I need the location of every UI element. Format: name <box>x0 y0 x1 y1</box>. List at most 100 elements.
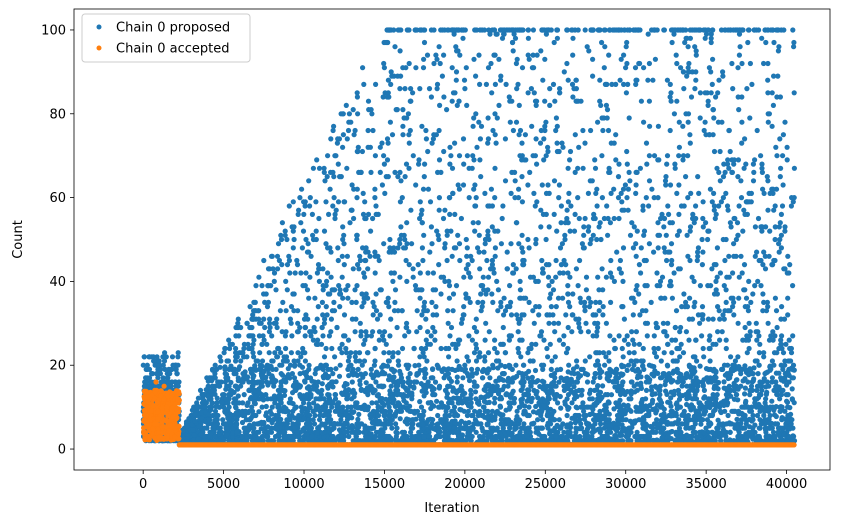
proposed-point <box>175 354 181 360</box>
proposed-point <box>547 312 553 318</box>
proposed-point <box>623 44 629 50</box>
proposed-point <box>398 73 404 79</box>
proposed-point <box>470 153 476 159</box>
proposed-point <box>633 182 639 188</box>
proposed-point <box>617 257 624 264</box>
proposed-point <box>638 98 645 104</box>
proposed-point <box>498 299 504 305</box>
proposed-point <box>351 132 357 138</box>
proposed-point <box>359 148 365 155</box>
proposed-point <box>514 408 520 414</box>
proposed-point <box>340 404 346 410</box>
proposed-point <box>705 102 711 108</box>
proposed-point <box>381 329 388 335</box>
proposed-point <box>595 274 601 280</box>
proposed-point <box>525 182 531 188</box>
proposed-point <box>222 345 228 352</box>
proposed-point <box>335 257 341 264</box>
proposed-point <box>580 165 586 171</box>
proposed-point <box>747 329 753 335</box>
proposed-point <box>457 52 463 58</box>
proposed-point <box>406 262 412 268</box>
proposed-point <box>399 308 405 314</box>
proposed-point <box>334 140 340 146</box>
proposed-point <box>533 236 539 243</box>
proposed-point <box>511 169 518 175</box>
proposed-point <box>661 215 668 222</box>
proposed-point <box>498 73 504 79</box>
proposed-point <box>472 182 478 188</box>
proposed-point <box>742 324 748 331</box>
proposed-point <box>339 274 345 280</box>
proposed-point <box>141 383 147 389</box>
proposed-point <box>720 73 726 79</box>
proposed-point <box>782 224 788 230</box>
proposed-point <box>691 304 697 310</box>
proposed-point <box>677 354 683 360</box>
proposed-point <box>558 220 564 226</box>
proposed-point <box>489 203 495 209</box>
proposed-point <box>202 425 208 431</box>
proposed-point <box>444 107 450 113</box>
proposed-point <box>251 354 257 360</box>
proposed-point <box>555 400 561 406</box>
proposed-point <box>539 417 546 423</box>
proposed-point <box>552 354 558 360</box>
proposed-point <box>417 354 423 360</box>
proposed-point <box>665 341 671 347</box>
proposed-point <box>515 329 521 335</box>
proposed-point <box>402 236 408 243</box>
proposed-point <box>474 329 480 335</box>
proposed-point <box>752 253 758 259</box>
proposed-point <box>469 366 475 372</box>
proposed-point <box>482 190 488 196</box>
proposed-point <box>148 379 154 385</box>
proposed-point <box>319 299 325 305</box>
proposed-point <box>760 186 766 192</box>
proposed-point <box>528 86 535 92</box>
proposed-point <box>404 278 410 284</box>
proposed-point <box>536 312 542 318</box>
proposed-point <box>619 345 625 352</box>
proposed-point <box>539 182 545 188</box>
proposed-point <box>636 262 643 268</box>
proposed-point <box>655 345 661 352</box>
proposed-point <box>736 31 743 37</box>
proposed-point <box>446 345 452 352</box>
proposed-point <box>730 270 736 276</box>
proposed-point <box>290 245 296 251</box>
proposed-point <box>323 345 329 352</box>
proposed-point <box>307 195 313 201</box>
proposed-point <box>711 115 717 121</box>
proposed-point <box>623 90 630 96</box>
proposed-point <box>421 174 427 180</box>
proposed-point <box>461 77 468 83</box>
proposed-point <box>643 195 649 201</box>
proposed-point <box>731 215 737 222</box>
proposed-point <box>633 329 640 335</box>
proposed-point <box>499 215 505 222</box>
proposed-point <box>231 371 237 377</box>
proposed-point <box>754 249 760 255</box>
proposed-point <box>485 136 491 142</box>
proposed-point <box>156 358 162 364</box>
proposed-point <box>553 127 559 134</box>
proposed-point <box>736 52 743 58</box>
proposed-point <box>485 350 492 356</box>
proposed-point <box>251 299 257 305</box>
proposed-point <box>604 81 610 87</box>
proposed-point <box>328 249 334 255</box>
proposed-point <box>304 287 311 293</box>
proposed-point <box>408 207 414 213</box>
proposed-point <box>752 283 758 289</box>
proposed-point <box>777 136 783 142</box>
proposed-point <box>687 224 694 230</box>
proposed-point <box>735 65 741 71</box>
proposed-point <box>363 245 369 251</box>
proposed-point <box>778 245 785 251</box>
proposed-point <box>302 203 308 209</box>
proposed-point <box>283 329 289 335</box>
proposed-point <box>430 287 436 293</box>
proposed-point <box>383 299 389 305</box>
proposed-point <box>676 228 682 234</box>
